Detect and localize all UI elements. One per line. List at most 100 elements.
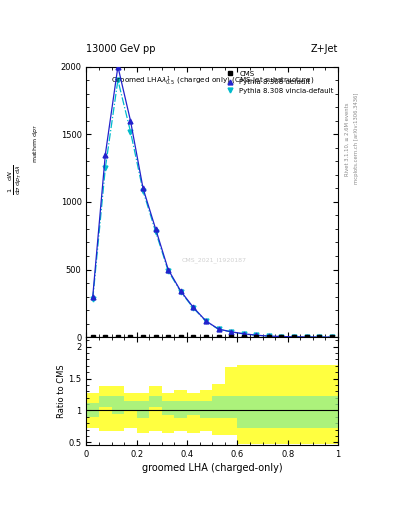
Text: $\mathrm{mathrm\;d}p_T$: $\mathrm{mathrm\;d}p_T$ bbox=[31, 123, 40, 163]
Text: Groomed LHA$\lambda^{1}_{0.5}$ (charged only) (CMS jet substructure): Groomed LHA$\lambda^{1}_{0.5}$ (charged … bbox=[110, 75, 314, 88]
Bar bbox=[325, 396, 338, 428]
CMS bbox=[266, 333, 271, 339]
Pythia 8.308 vincia-default bbox=[153, 228, 158, 234]
Bar bbox=[149, 386, 162, 431]
Pythia 8.308 default bbox=[178, 288, 183, 294]
Bar bbox=[162, 401, 174, 415]
Bar bbox=[313, 396, 325, 428]
Bar bbox=[149, 396, 162, 407]
Pythia 8.308 vincia-default bbox=[90, 296, 95, 303]
Pythia 8.308 default bbox=[153, 226, 158, 232]
Text: mcplots.cern.ch [arXiv:1306.3436]: mcplots.cern.ch [arXiv:1306.3436] bbox=[354, 92, 359, 184]
Bar bbox=[212, 383, 225, 435]
Line: Pythia 8.308 default: Pythia 8.308 default bbox=[90, 64, 334, 339]
Pythia 8.308 vincia-default bbox=[191, 305, 196, 311]
CMS bbox=[191, 333, 196, 339]
Text: Z+Jet: Z+Jet bbox=[310, 44, 338, 54]
CMS bbox=[229, 333, 233, 339]
Bar bbox=[250, 396, 263, 428]
CMS bbox=[166, 333, 171, 339]
Pythia 8.308 default bbox=[103, 152, 108, 158]
Pythia 8.308 vincia-default bbox=[292, 334, 296, 340]
Line: CMS: CMS bbox=[91, 334, 334, 338]
Pythia 8.308 default bbox=[128, 118, 133, 124]
Line: Pythia 8.308 vincia-default: Pythia 8.308 vincia-default bbox=[90, 78, 334, 339]
X-axis label: groomed LHA (charged-only): groomed LHA (charged-only) bbox=[142, 463, 283, 474]
Pythia 8.308 vincia-default bbox=[204, 318, 208, 324]
Bar bbox=[174, 401, 187, 418]
Pythia 8.308 default bbox=[254, 332, 259, 338]
Bar bbox=[263, 365, 275, 443]
Pythia 8.308 default bbox=[292, 334, 296, 340]
Pythia 8.308 vincia-default bbox=[116, 77, 120, 83]
CMS bbox=[292, 333, 296, 339]
Pythia 8.308 vincia-default bbox=[254, 332, 259, 338]
Y-axis label: Ratio to CMS: Ratio to CMS bbox=[57, 365, 66, 418]
Bar bbox=[174, 390, 187, 431]
Pythia 8.308 default bbox=[317, 334, 321, 340]
Bar bbox=[99, 396, 112, 407]
Pythia 8.308 default bbox=[116, 63, 120, 70]
CMS bbox=[279, 333, 284, 339]
Bar bbox=[86, 393, 99, 428]
Bar bbox=[225, 367, 237, 435]
Pythia 8.308 default bbox=[279, 333, 284, 339]
CMS bbox=[178, 333, 183, 339]
Pythia 8.308 default bbox=[329, 334, 334, 340]
Bar bbox=[99, 386, 112, 431]
Bar bbox=[263, 396, 275, 428]
Pythia 8.308 vincia-default bbox=[178, 289, 183, 295]
Bar bbox=[124, 393, 137, 428]
Bar bbox=[187, 393, 200, 433]
Bar bbox=[275, 396, 288, 428]
Pythia 8.308 vincia-default bbox=[317, 334, 321, 340]
Bar bbox=[86, 403, 99, 417]
CMS bbox=[90, 333, 95, 339]
Pythia 8.308 default bbox=[241, 331, 246, 337]
Pythia 8.308 vincia-default bbox=[166, 268, 171, 274]
Bar bbox=[275, 365, 288, 443]
Pythia 8.308 default bbox=[216, 326, 221, 332]
Pythia 8.308 vincia-default bbox=[141, 188, 145, 194]
CMS bbox=[128, 333, 133, 339]
Bar bbox=[137, 401, 149, 418]
Bar bbox=[124, 401, 137, 411]
Text: $\frac{1}{\mathrm{d}\sigma}\frac{\mathrm{d}N}{\mathrm{d}p_T\,\mathrm{d}\lambda}$: $\frac{1}{\mathrm{d}\sigma}\frac{\mathrm… bbox=[7, 164, 24, 195]
Bar bbox=[325, 365, 338, 443]
Text: CMS_2021_I1920187: CMS_2021_I1920187 bbox=[182, 258, 247, 263]
Bar bbox=[200, 401, 212, 418]
Pythia 8.308 default bbox=[166, 266, 171, 272]
Pythia 8.308 vincia-default bbox=[304, 334, 309, 340]
Pythia 8.308 vincia-default bbox=[241, 331, 246, 337]
Bar bbox=[300, 396, 313, 428]
Pythia 8.308 vincia-default bbox=[103, 165, 108, 171]
Pythia 8.308 default bbox=[304, 334, 309, 340]
CMS bbox=[141, 333, 145, 339]
CMS bbox=[254, 333, 259, 339]
Bar bbox=[137, 393, 149, 433]
Pythia 8.308 vincia-default bbox=[216, 326, 221, 332]
Pythia 8.308 default bbox=[266, 333, 271, 339]
CMS bbox=[329, 333, 334, 339]
Bar bbox=[225, 396, 237, 418]
CMS bbox=[204, 333, 208, 339]
Bar bbox=[237, 396, 250, 428]
Pythia 8.308 default bbox=[204, 318, 208, 324]
Text: Rivet 3.1.10, ≥ 2.6M events: Rivet 3.1.10, ≥ 2.6M events bbox=[345, 102, 350, 176]
Bar bbox=[200, 390, 212, 431]
Pythia 8.308 vincia-default bbox=[229, 329, 233, 335]
CMS bbox=[153, 333, 158, 339]
Pythia 8.308 default bbox=[191, 304, 196, 310]
Pythia 8.308 default bbox=[90, 293, 95, 300]
CMS bbox=[103, 333, 108, 339]
Pythia 8.308 default bbox=[229, 329, 233, 335]
Bar bbox=[187, 401, 200, 415]
Bar bbox=[288, 365, 300, 443]
Pythia 8.308 vincia-default bbox=[279, 334, 284, 340]
Bar bbox=[250, 365, 263, 443]
Bar bbox=[112, 396, 124, 414]
Bar bbox=[300, 365, 313, 443]
Bar bbox=[313, 365, 325, 443]
CMS bbox=[116, 333, 120, 339]
Pythia 8.308 vincia-default bbox=[266, 333, 271, 339]
